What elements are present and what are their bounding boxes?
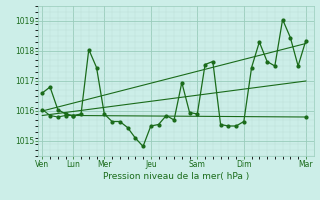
X-axis label: Pression niveau de la mer( hPa ): Pression niveau de la mer( hPa ) <box>103 172 249 181</box>
